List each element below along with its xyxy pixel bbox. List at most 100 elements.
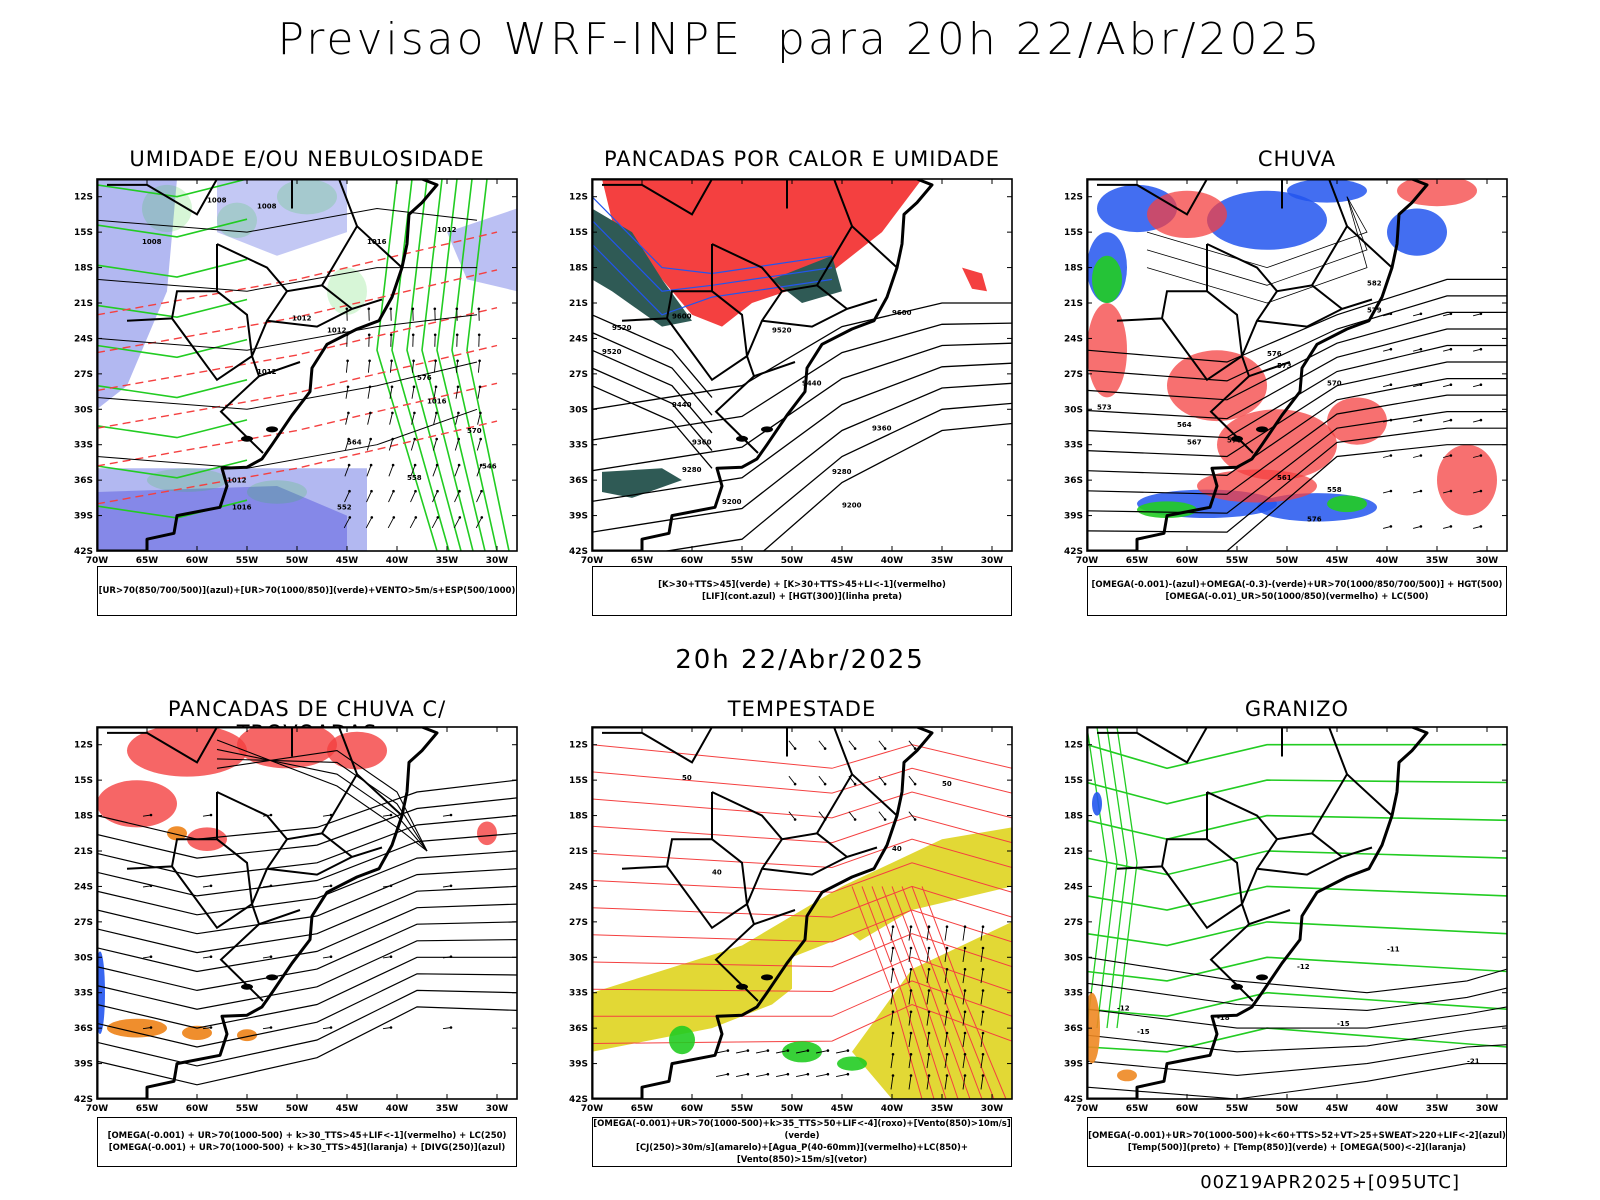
wind-vector-head: [370, 489, 373, 493]
wind-vector-head: [480, 516, 484, 519]
political-border: [1346, 773, 1393, 817]
political-border: [1209, 355, 1254, 454]
wind-vector-head: [793, 782, 797, 786]
wind-vector-head: [883, 747, 887, 750]
wind-vector-head: [891, 968, 895, 971]
wind-vector-head: [477, 333, 481, 337]
lon-label: 55W: [1226, 1104, 1249, 1114]
wind-vector: [476, 464, 482, 477]
streamline-arrow: [1412, 490, 1422, 494]
streamline-arrow: [382, 885, 392, 888]
lat-label: 33S: [74, 441, 93, 451]
wind-vector: [411, 412, 415, 425]
thickness-contour: [97, 420, 498, 505]
field-region: [277, 179, 337, 215]
low-level-jet-contour: [871, 886, 947, 1099]
streamline-250: [216, 750, 428, 852]
wind-vector-head: [927, 1031, 931, 1035]
map-frame: [96, 726, 518, 1100]
wind-vector: [980, 1032, 984, 1047]
wind-vector: [366, 491, 372, 503]
wind-vector: [816, 1073, 828, 1078]
streamline-arrow-head: [1389, 489, 1393, 493]
wind-vector: [432, 464, 438, 477]
streamline-arrow: [1412, 525, 1422, 529]
map-content: -12 -12 -15 -15 -18 -21 -11: [1087, 727, 1507, 1099]
lat-label: 39S: [1064, 1060, 1083, 1070]
streamline-arrow: [1412, 313, 1422, 317]
streamline-arrow: [1382, 348, 1392, 352]
wind-vector: [388, 491, 394, 503]
political-border: [1256, 846, 1373, 876]
political-border: [851, 773, 898, 817]
wind-vector-head: [826, 1072, 830, 1076]
temp850-contour: [1087, 727, 1108, 1029]
wind-vector: [776, 1073, 788, 1078]
humidity-1000-contour: [406, 179, 462, 551]
streamline-arrow-head: [1419, 525, 1423, 528]
contour-label: 564: [347, 439, 362, 447]
wind-vector-head: [826, 1049, 830, 1052]
streamline-arrow-head: [389, 813, 393, 817]
political-border: [1248, 361, 1291, 378]
map-frame: [591, 178, 1013, 552]
wind-vector-head: [369, 437, 373, 441]
political-border: [321, 284, 353, 310]
wind-vector-head: [945, 1074, 949, 1077]
wind-vector-head: [823, 782, 827, 786]
wind-vector: [890, 969, 894, 984]
wind-vector-head: [891, 1053, 895, 1056]
political-border: [753, 909, 796, 926]
hgt500-contour: [1087, 311, 1507, 401]
contour-label: 1012: [227, 477, 247, 485]
map-panel-2: 9600 9600 9520 9520 9520 9440 9440 9360 9360 9280…: [569, 178, 1013, 566]
political-border: [851, 225, 898, 269]
wind-vector-head: [945, 925, 949, 928]
lat-label: 24S: [74, 334, 93, 344]
wind-vector: [908, 1054, 912, 1069]
political-border: [107, 727, 218, 764]
legend-line: [CJ(250)>30m/s](amarelo)+[Agua_P(40-60mm…: [635, 1143, 969, 1165]
lake: [736, 435, 748, 442]
streamline-arrow: [1472, 419, 1482, 423]
wind-vector-head: [392, 489, 395, 493]
wind-vector: [890, 947, 894, 962]
lat-label: 36S: [569, 1024, 588, 1034]
wind-vector: [756, 1050, 768, 1054]
wind-vector: [836, 1050, 848, 1054]
streamline-arrow: [1412, 455, 1422, 458]
lat-label: 36S: [569, 476, 588, 486]
wind-vector-head: [945, 946, 949, 950]
political-border: [1097, 179, 1208, 216]
low-level-jet-contour: [921, 886, 1007, 1099]
contour-label: 9600: [672, 312, 692, 320]
political-border: [356, 225, 403, 269]
lake: [266, 974, 278, 981]
legend-line: [OMEGA(-0.001)+UR>70(1000-500)+k>35_TTS>…: [593, 1119, 1011, 1141]
contour-label: 9360: [872, 425, 892, 433]
wind-vector: [344, 464, 350, 477]
political-border: [258, 361, 301, 378]
lat-label: 30S: [569, 953, 588, 963]
wind-vector-head: [909, 946, 913, 950]
lon-label: 65W: [631, 556, 654, 566]
wind-vector-head: [390, 385, 394, 389]
low-level-jet-contour: [592, 956, 1012, 993]
lon-label: 45W: [336, 556, 359, 566]
boundaries: [1087, 179, 1429, 551]
wind-vector: [908, 969, 912, 984]
temp850-contour: [1087, 850, 1507, 876]
wind-vector: [454, 491, 460, 503]
wind-vector: [410, 438, 416, 451]
wind-vector: [944, 926, 948, 941]
lat-label: 21S: [74, 299, 93, 309]
wind-vector-head: [909, 1074, 913, 1077]
contour-label: 573: [1097, 403, 1112, 411]
lon-label: 50W: [1276, 556, 1299, 566]
wind-vector: [908, 1011, 912, 1026]
map-panel-3: 58257957657357056756456155857657357012S1…: [1064, 178, 1508, 566]
contour-label: 1016: [427, 397, 447, 405]
contour-label: 1012: [437, 226, 457, 234]
lon-label: 30W: [981, 1104, 1004, 1114]
contour-label: 561: [1277, 474, 1292, 482]
